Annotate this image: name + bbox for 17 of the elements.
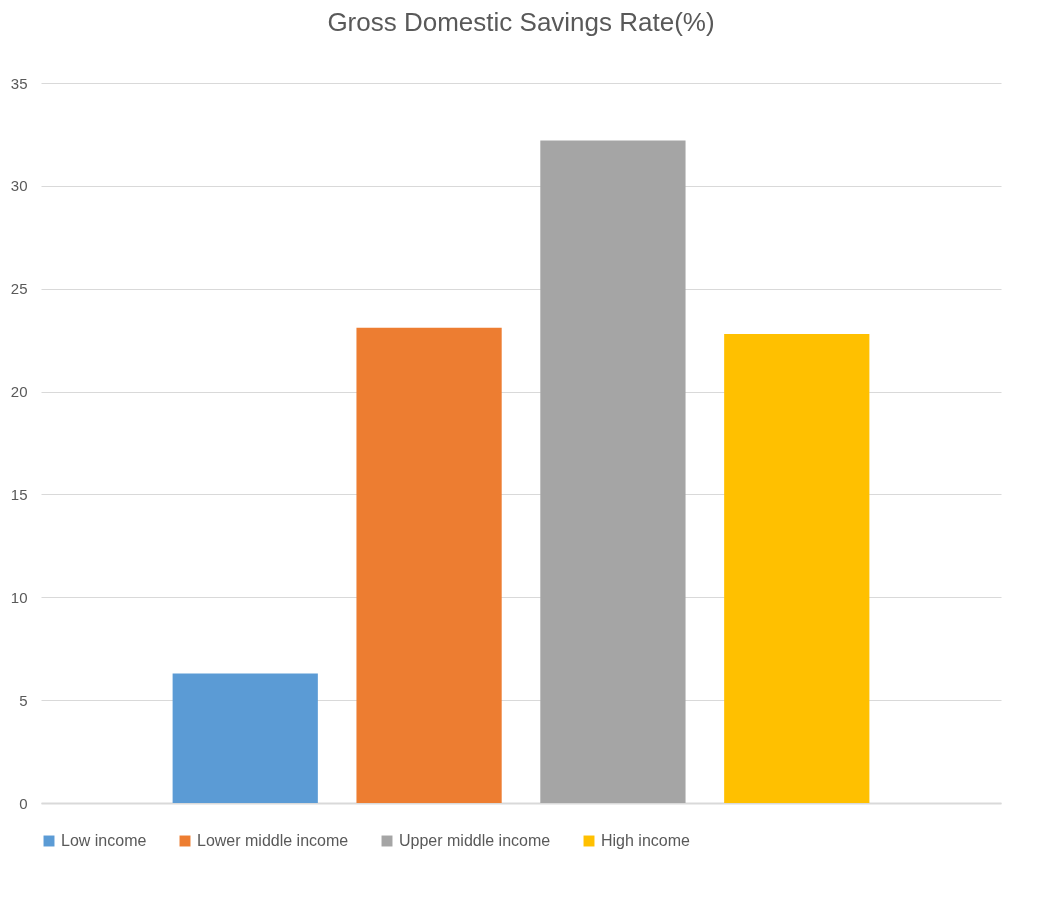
bar [540, 140, 686, 803]
bar [172, 673, 318, 803]
y-tick-label: 0 [19, 794, 28, 812]
bar [724, 333, 870, 803]
legend-label: Lower middle income [197, 832, 349, 849]
legend-label: High income [601, 832, 691, 849]
y-tick-label: 15 [10, 485, 28, 503]
y-tick-label: 30 [10, 177, 28, 195]
y-tick-label: 20 [10, 383, 28, 401]
chart-title: Gross Domestic Savings Rate(%) [327, 7, 715, 37]
legend-label: Low income [61, 832, 147, 849]
y-tick-label: 10 [10, 588, 28, 606]
y-tick-label: 35 [10, 74, 28, 92]
y-tick-label: 5 [19, 691, 28, 709]
bar [356, 327, 502, 803]
legend-label: Upper middle income [399, 832, 551, 849]
y-tick-label: 25 [10, 280, 28, 298]
